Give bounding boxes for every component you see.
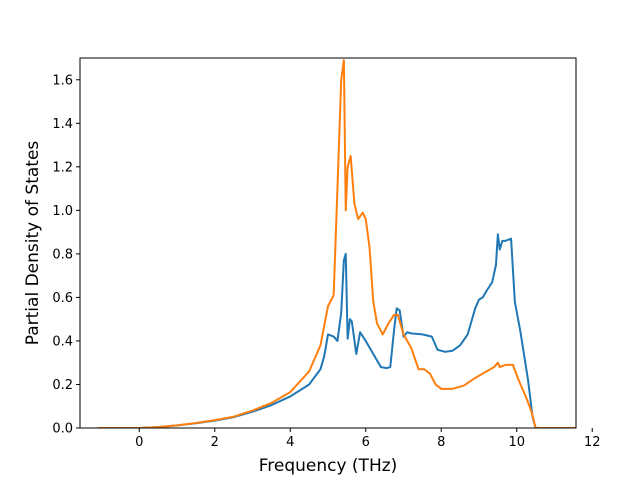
x-tick-label: 2 — [211, 435, 219, 450]
x-tick-label: 4 — [286, 435, 294, 450]
x-axis: 0 2 4 6 8 10 12 — [135, 428, 601, 450]
x-tick-label: 12 — [584, 435, 601, 450]
y-axis-label: Partial Density of States — [23, 141, 43, 346]
x-tick-label: 10 — [508, 435, 525, 450]
y-tick-label: 0.6 — [52, 291, 73, 306]
y-tick-label: 0.0 — [52, 422, 73, 437]
series-line-1 — [97, 233, 576, 428]
series-layer — [97, 59, 576, 428]
y-tick-label: 1.6 — [52, 73, 73, 88]
x-tick-label: 6 — [362, 435, 370, 450]
y-tick-label: 1.0 — [52, 204, 73, 219]
y-tick-label: 0.8 — [52, 247, 73, 262]
y-tick-label: 0.4 — [52, 334, 73, 349]
y-tick-label: 1.4 — [52, 117, 73, 132]
plot-frame — [79, 57, 577, 429]
series-line-2 — [97, 59, 576, 428]
y-tick-label: 1.2 — [52, 160, 73, 175]
x-tick-label: 0 — [135, 435, 143, 450]
x-tick-label: 8 — [437, 435, 445, 450]
y-tick-label: 0.2 — [52, 378, 73, 393]
x-axis-label: Frequency (THz) — [259, 456, 398, 476]
plot-area — [79, 57, 577, 429]
y-axis: 0.0 0.2 0.4 0.6 0.8 1.0 1.2 1.4 1.6 — [52, 73, 80, 437]
